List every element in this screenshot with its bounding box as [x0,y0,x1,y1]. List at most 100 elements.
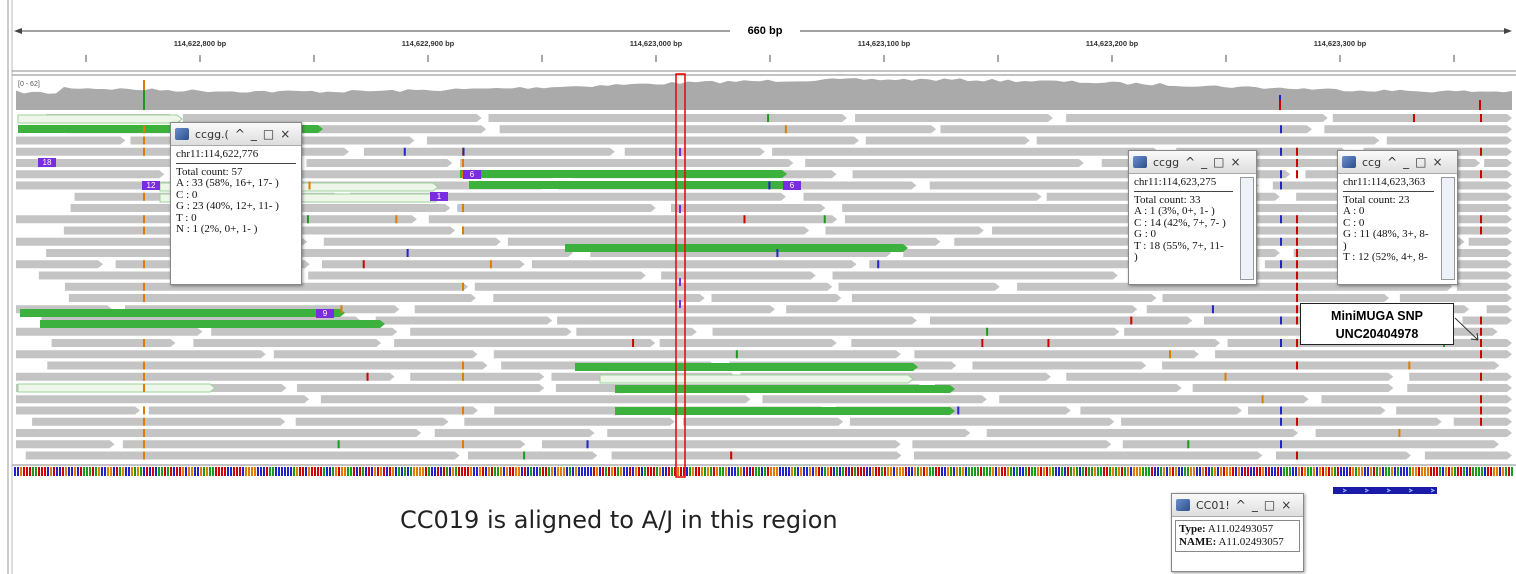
scrollbar[interactable] [1240,177,1254,280]
base [1478,467,1480,476]
insertion-count: 1 [437,192,442,201]
popup-body: chr11:114,622,776Total count: 57A : 33 (… [171,146,301,239]
insertion-mark [679,148,681,156]
window-control[interactable]: × [1281,498,1291,512]
popup-window: ccgg.(^_□×chr11:114,622,776Total count: … [170,122,302,285]
tracks: 660 bp [0 - 62] 114,622,800 bp114,622,90… [0,0,1516,574]
window-control[interactable]: □ [1213,155,1224,169]
read [468,452,597,460]
read [410,373,544,381]
insertion-count: 6 [470,170,475,179]
window-control[interactable]: ^ [1236,498,1246,512]
base [1130,467,1132,476]
base [1211,467,1213,476]
window-control[interactable]: □ [263,127,274,141]
window-control[interactable]: ^ [1387,155,1397,169]
read [16,170,164,178]
read [671,204,825,212]
base [386,467,388,476]
window-control[interactable]: _ [1252,498,1258,512]
base [926,467,928,476]
base [1343,467,1345,476]
window-control[interactable]: ^ [1185,155,1195,169]
base [182,467,184,476]
read [1324,125,1512,133]
base [320,467,322,476]
base [1265,467,1267,476]
window-control[interactable]: _ [1403,155,1409,169]
read [852,294,1157,302]
mismatch [1480,373,1482,381]
read [914,452,1262,460]
base [647,467,649,476]
base [914,467,916,476]
read [1333,114,1512,122]
window-control[interactable]: × [280,127,290,141]
base [710,467,712,476]
base [1352,467,1354,476]
base [404,467,406,476]
base [1472,467,1474,476]
base [1322,467,1324,476]
window-control[interactable]: × [1432,155,1442,169]
base [47,467,49,476]
base [929,467,931,476]
feature-key: Type: [1179,523,1206,535]
base [1466,467,1468,476]
read [26,452,460,460]
window-control[interactable]: □ [1264,498,1275,512]
read [532,260,857,268]
mismatch [523,452,525,460]
mismatch [143,215,145,223]
base [1154,467,1156,476]
mismatch [1480,339,1482,347]
insertion-mark [679,278,681,286]
window-control[interactable]: _ [1201,155,1207,169]
mismatch [407,249,409,257]
base [635,467,637,476]
base [1001,467,1003,476]
base [1109,467,1111,476]
scrollbar[interactable] [1441,177,1455,280]
base [1187,467,1189,476]
mismatch [986,328,988,336]
base [1313,467,1315,476]
mismatch [367,373,369,381]
base [962,467,964,476]
mismatch [1262,395,1264,403]
base [1400,467,1402,476]
base [209,467,211,476]
mismatch [1280,170,1282,178]
mismatch [404,148,406,156]
base [161,467,163,476]
base [797,467,799,476]
base [1097,467,1099,476]
window-control[interactable]: ^ [235,127,245,141]
base [347,467,349,476]
read [660,339,837,347]
base [1100,467,1102,476]
base [812,467,814,476]
base [1058,467,1060,476]
base [350,467,352,476]
base [290,467,292,476]
base [767,467,769,476]
base [800,467,802,476]
mismatch [1480,227,1482,235]
mismatch [143,148,145,156]
base [1163,467,1165,476]
read [772,148,1159,156]
window-control[interactable]: × [1230,155,1240,169]
window-control[interactable]: _ [251,127,257,141]
mismatch [143,260,145,268]
base [545,467,547,476]
window-control[interactable]: □ [1415,155,1426,169]
base [1286,467,1288,476]
base [251,467,253,476]
base [668,467,670,476]
base [23,467,25,476]
igv-screen: 660 bp [0 - 62] 114,622,800 bp114,622,90… [0,0,1516,574]
base [488,467,490,476]
read [464,418,674,426]
base [227,467,229,476]
